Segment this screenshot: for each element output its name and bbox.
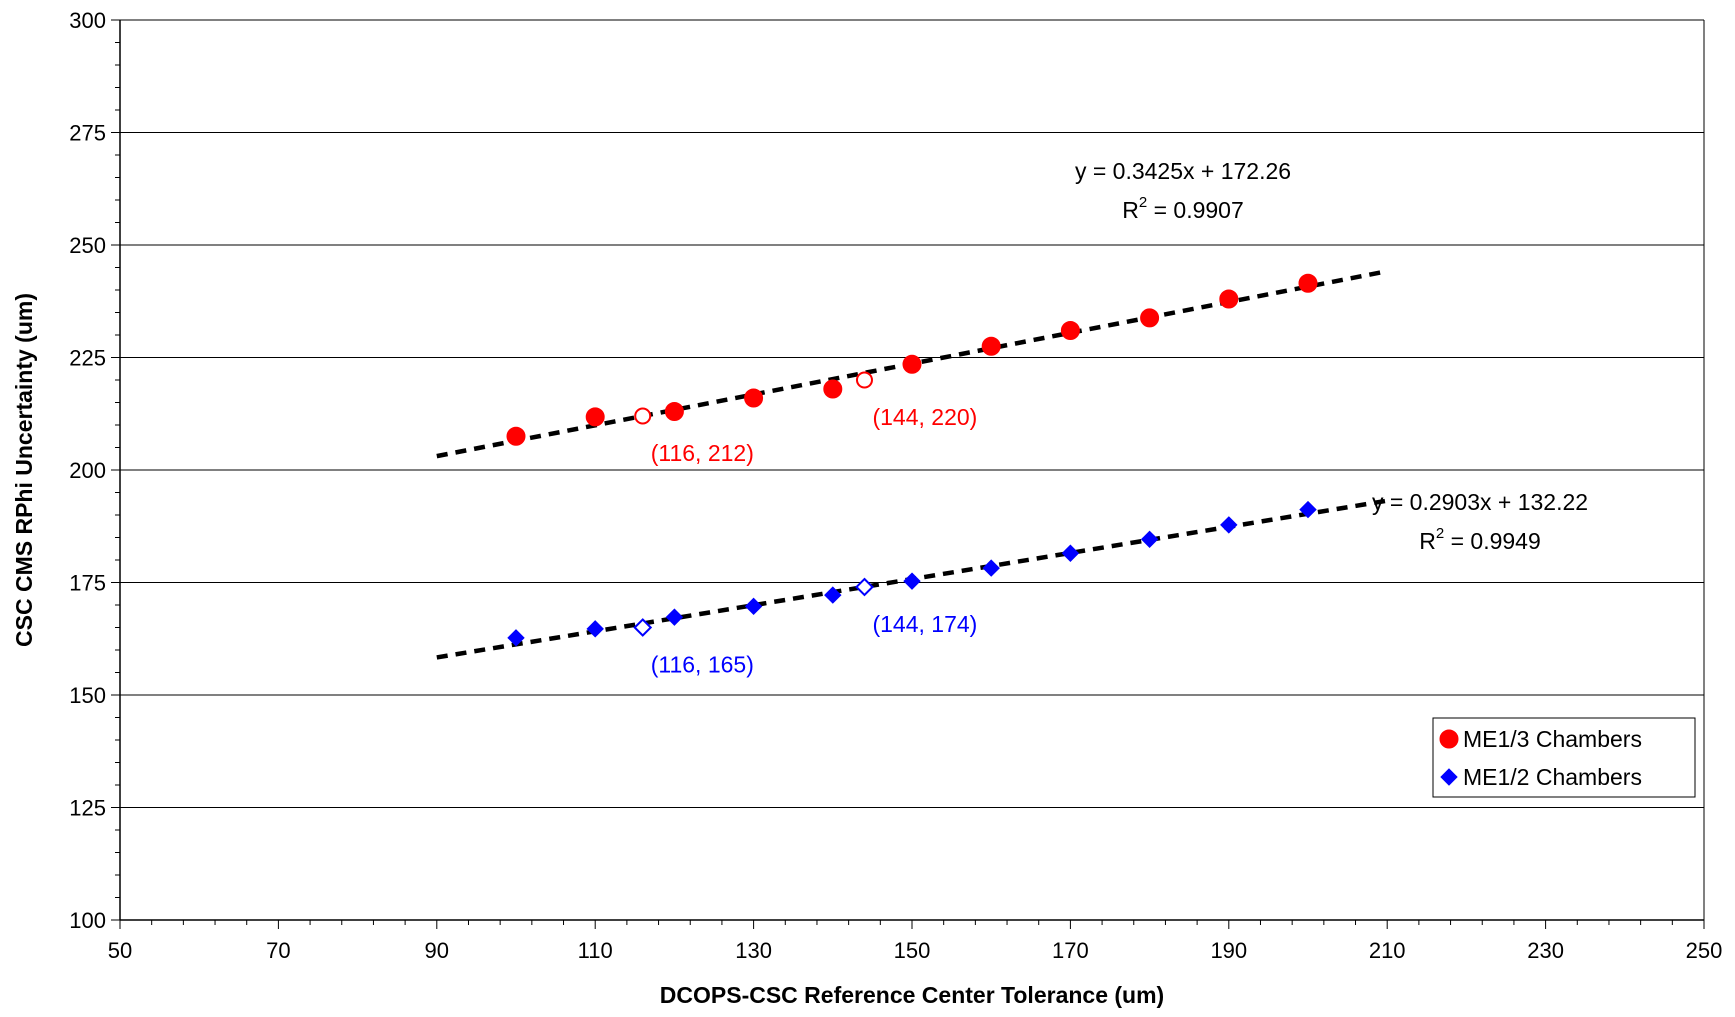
data-points (506, 273, 1318, 647)
trendlines (436, 268, 1388, 660)
data-point-me13 (902, 354, 922, 374)
legend: ME1/3 Chambers ME1/2 Chambers (1432, 717, 1696, 798)
data-point-me12 (1299, 500, 1317, 519)
data-point-me12 (1061, 544, 1080, 562)
data-point-me13 (1140, 308, 1160, 328)
y-tick-label: 175 (69, 571, 106, 596)
data-point-me12 (1220, 516, 1238, 534)
x-tick-label: 170 (1052, 938, 1089, 963)
highlight-label: (116, 212) (651, 440, 754, 466)
x-tick-label: 130 (735, 938, 772, 963)
highlight-point (634, 407, 652, 425)
x-axis-title: DCOPS-CSC Reference Center Tolerance (um… (660, 982, 1164, 1008)
y-tick-label: 150 (69, 683, 106, 708)
r2-superscript: 2 (1139, 194, 1147, 211)
r2-value: = 0.9949 (1444, 528, 1541, 554)
y-tick-label: 250 (69, 233, 106, 258)
data-point-me12 (507, 629, 525, 647)
legend-label: ME1/2 Chambers (1463, 764, 1642, 790)
trendline-equation: y = 0.3425x + 172.26 (1075, 158, 1291, 184)
data-point-me12 (586, 620, 604, 638)
r2-symbol: R (1122, 197, 1139, 223)
y-tick-label: 275 (69, 121, 106, 146)
x-tick-label: 150 (894, 938, 931, 963)
trendline-r2: R2 = 0.9907 (1122, 194, 1244, 223)
data-point-me13 (823, 379, 843, 399)
y-tick-label: 225 (69, 346, 106, 371)
x-tick-label: 250 (1686, 938, 1723, 963)
data-point-me13 (1298, 273, 1318, 293)
data-point-me13 (585, 407, 605, 427)
data-point-me12 (665, 608, 684, 626)
axes: 100 125 150 175 200 225 250 275 300 50 70 90 110 130 1… (11, 8, 1722, 1008)
data-point-me12 (1140, 530, 1159, 549)
highlight-label: (144, 220) (872, 404, 977, 430)
x-tick-label: 50 (108, 938, 132, 963)
highlight-label: (144, 174) (872, 611, 977, 637)
r2-superscript: 2 (1436, 525, 1444, 542)
data-point-me12 (903, 572, 921, 590)
data-point-me12 (824, 586, 842, 604)
highlight-point (855, 371, 873, 389)
r2-value: = 0.9907 (1147, 197, 1244, 223)
trendline-equation: y = 0.2903x + 132.22 (1372, 489, 1588, 515)
x-tick-label: 90 (425, 938, 449, 963)
legend-box (1432, 717, 1696, 798)
data-point-me13 (506, 426, 526, 446)
x-tick-label: 190 (1210, 938, 1247, 963)
legend-marker-me12 (1440, 768, 1458, 786)
data-point-me13 (744, 388, 764, 408)
legend-marker-me13 (1439, 729, 1459, 749)
annotations: (116, 212) (144, 220) (116, 165) (144, 174)… (651, 158, 1588, 678)
data-point-me13 (1219, 289, 1239, 309)
y-tick-label: 100 (69, 908, 106, 933)
y-axis-title: CSC CMS RPhi Uncertainty (um) (11, 293, 37, 647)
x-tick-label: 210 (1369, 938, 1406, 963)
r2-symbol: R (1419, 528, 1436, 554)
y-tick-label: 200 (69, 458, 106, 483)
data-point-me13 (664, 402, 684, 421)
y-tick-label: 125 (69, 796, 106, 821)
x-tick-label: 110 (578, 938, 613, 963)
y-tick-label: 300 (69, 8, 106, 33)
trendline-r2: R2 = 0.9949 (1419, 525, 1541, 554)
data-point-me13 (981, 336, 1001, 356)
highlight-point (633, 618, 653, 637)
data-point-me13 (1060, 321, 1080, 340)
legend-label: ME1/3 Chambers (1463, 726, 1642, 752)
data-point-me12 (982, 559, 1000, 577)
highlight-label: (116, 165) (651, 652, 754, 678)
data-point-me12 (744, 597, 763, 616)
x-tick-label: 70 (266, 938, 290, 963)
highlight-point (855, 577, 874, 597)
x-tick-label: 230 (1527, 938, 1564, 963)
